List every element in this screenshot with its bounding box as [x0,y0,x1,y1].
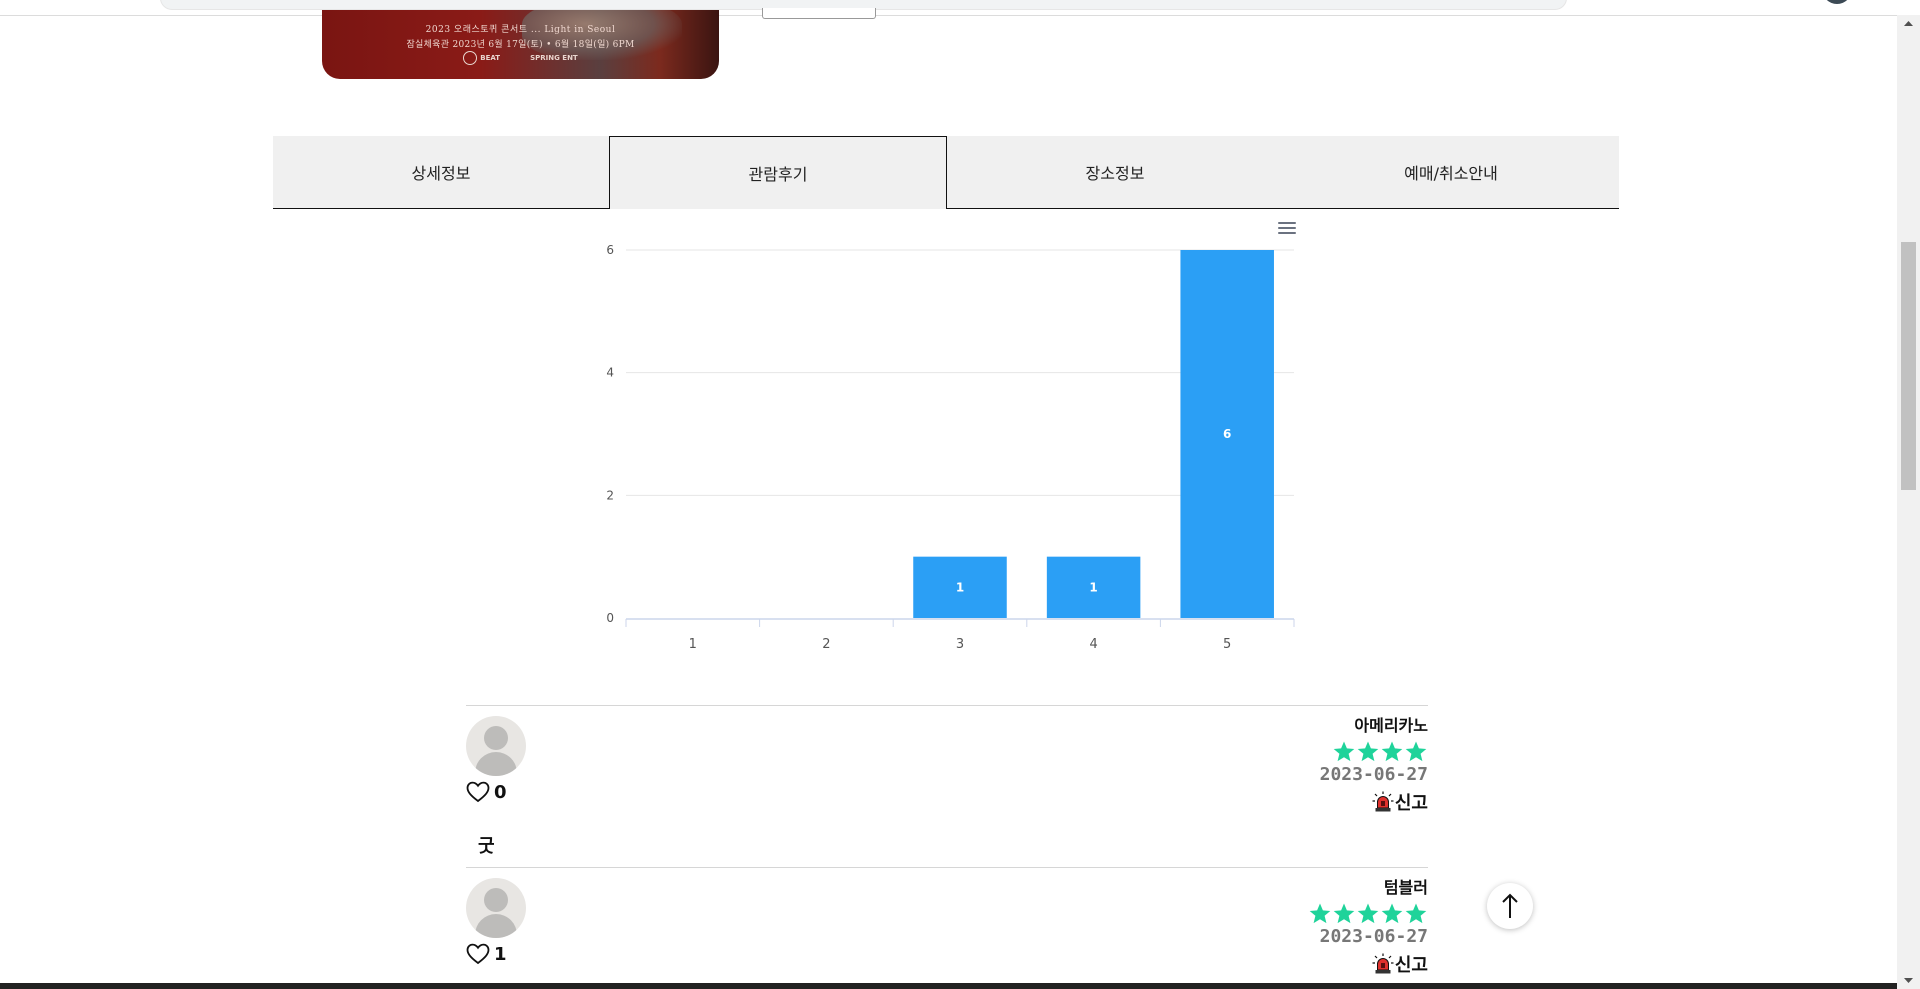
x-tick-label: 2 [822,637,830,652]
page-scrollbar[interactable] [1897,15,1920,989]
beat-logo-icon [463,51,478,65]
like-button[interactable]: 1 [466,943,507,965]
y-tick-label: 2 [606,488,614,502]
arrow-up-icon [1502,893,1518,918]
review-date: 2023-06-27 [1319,926,1428,947]
poster-title: 2023 오래스토퀴 콘서트 ... Light in Seoul [425,25,616,35]
siren-icon [1372,791,1394,812]
x-tick-label: 5 [1223,637,1231,652]
rating-distribution-chart: 0 2 4 6 1 2 1 3 1 4 6 5 [606,243,1295,652]
scroll-up-arrow-icon[interactable] [1897,15,1920,32]
poster-logo-beat: BEAT [463,51,500,65]
bar [1180,250,1274,618]
avatar-body [475,752,517,776]
heart-outline-icon [466,781,490,803]
review-item: 1 텀블러 2023-06-27 신고 [466,867,1428,984]
report-label: 신고 [1394,793,1428,814]
poster-logos: BEAT SPRING ENT [322,51,719,65]
y-tick-label: 6 [606,243,614,257]
menu-line [1278,227,1296,229]
scrollbar-thumb[interactable] [1901,242,1916,490]
like-count: 1 [494,943,507,965]
tab-detail-info[interactable]: 상세정보 [273,136,609,209]
reviewer-nickname: 아메리카노 [1354,716,1428,735]
reviewer-avatar [466,716,526,776]
star-icon [1309,903,1331,924]
tab-reviews[interactable]: 관람후기 [609,136,947,209]
star-icon [1357,903,1379,924]
star-icon [1405,741,1427,762]
poster-logo-spring-text: SPRING ENT [530,54,578,62]
report-button[interactable]: 신고 [1308,951,1428,977]
scroll-down-arrow-icon[interactable] [1897,972,1920,989]
bar [1046,556,1141,618]
menu-line [1278,232,1296,234]
scroll-to-top-button[interactable] [1487,883,1533,929]
review-meta: 아메리카노 2023-06-27 신고 [1320,712,1428,815]
y-tick-label: 0 [606,611,614,625]
menu-line [1278,222,1296,224]
star-icon [1381,903,1403,924]
star-icon [1381,741,1403,762]
report-label: 신고 [1394,955,1428,976]
avatar-head [484,726,508,750]
detail-tabs: 상세정보 관람후기 장소정보 예매/취소안내 [273,136,1619,209]
reviewer-avatar [466,878,526,938]
x-tick-label: 1 [689,637,697,652]
like-count: 0 [494,781,507,803]
review-meta: 텀블러 2023-06-27 신고 [1308,874,1428,977]
heart-outline-icon [466,943,490,965]
hamburger-menu-icon[interactable] [1278,222,1296,236]
y-tick-label: 4 [606,366,614,380]
avatar-body [475,914,517,938]
reviewer-nickname: 텀블러 [1383,878,1428,897]
star-rating [1308,902,1428,926]
review-date: 2023-06-27 [1319,764,1428,785]
star-icon [1333,903,1355,924]
bar-data-label: 1 [1089,580,1097,594]
poster-side-button[interactable] [762,8,876,19]
tab-venue-info[interactable]: 장소정보 [947,136,1283,209]
bottom-edge [0,983,1897,989]
user-avatar[interactable] [1822,0,1852,4]
bar [913,556,1007,618]
siren-icon [1372,953,1394,974]
bar-data-label: 6 [1223,427,1231,441]
poster-venue-date: 잠실체육관 2023년 6월 17일(토) • 6월 18일(일) 6PM [406,40,635,50]
concert-poster: 2023 오래스토퀴 콘서트 ... Light in Seoul 잠실체육관 … [322,10,719,79]
review-item: 0 아메리카노 2023-06-27 신고 굿 [466,705,1428,857]
x-tick-label: 3 [956,637,964,652]
like-button[interactable]: 0 [466,781,507,803]
poster-logo-spring: SPRING ENT [530,51,578,65]
report-button[interactable]: 신고 [1320,789,1428,815]
star-rating [1320,740,1428,764]
star-icon [1333,741,1355,762]
star-icon [1405,903,1427,924]
star-icon [1357,741,1379,762]
bar-data-label: 1 [956,580,964,594]
x-tick-label: 4 [1089,637,1097,652]
poster-artwork [522,10,682,60]
browser-top-strip [0,0,1897,16]
tab-booking-cancel-info[interactable]: 예매/취소안내 [1283,136,1619,209]
review-text: 굿 [478,836,495,857]
poster-logo-beat-text: BEAT [480,54,501,62]
avatar-head [484,888,508,912]
